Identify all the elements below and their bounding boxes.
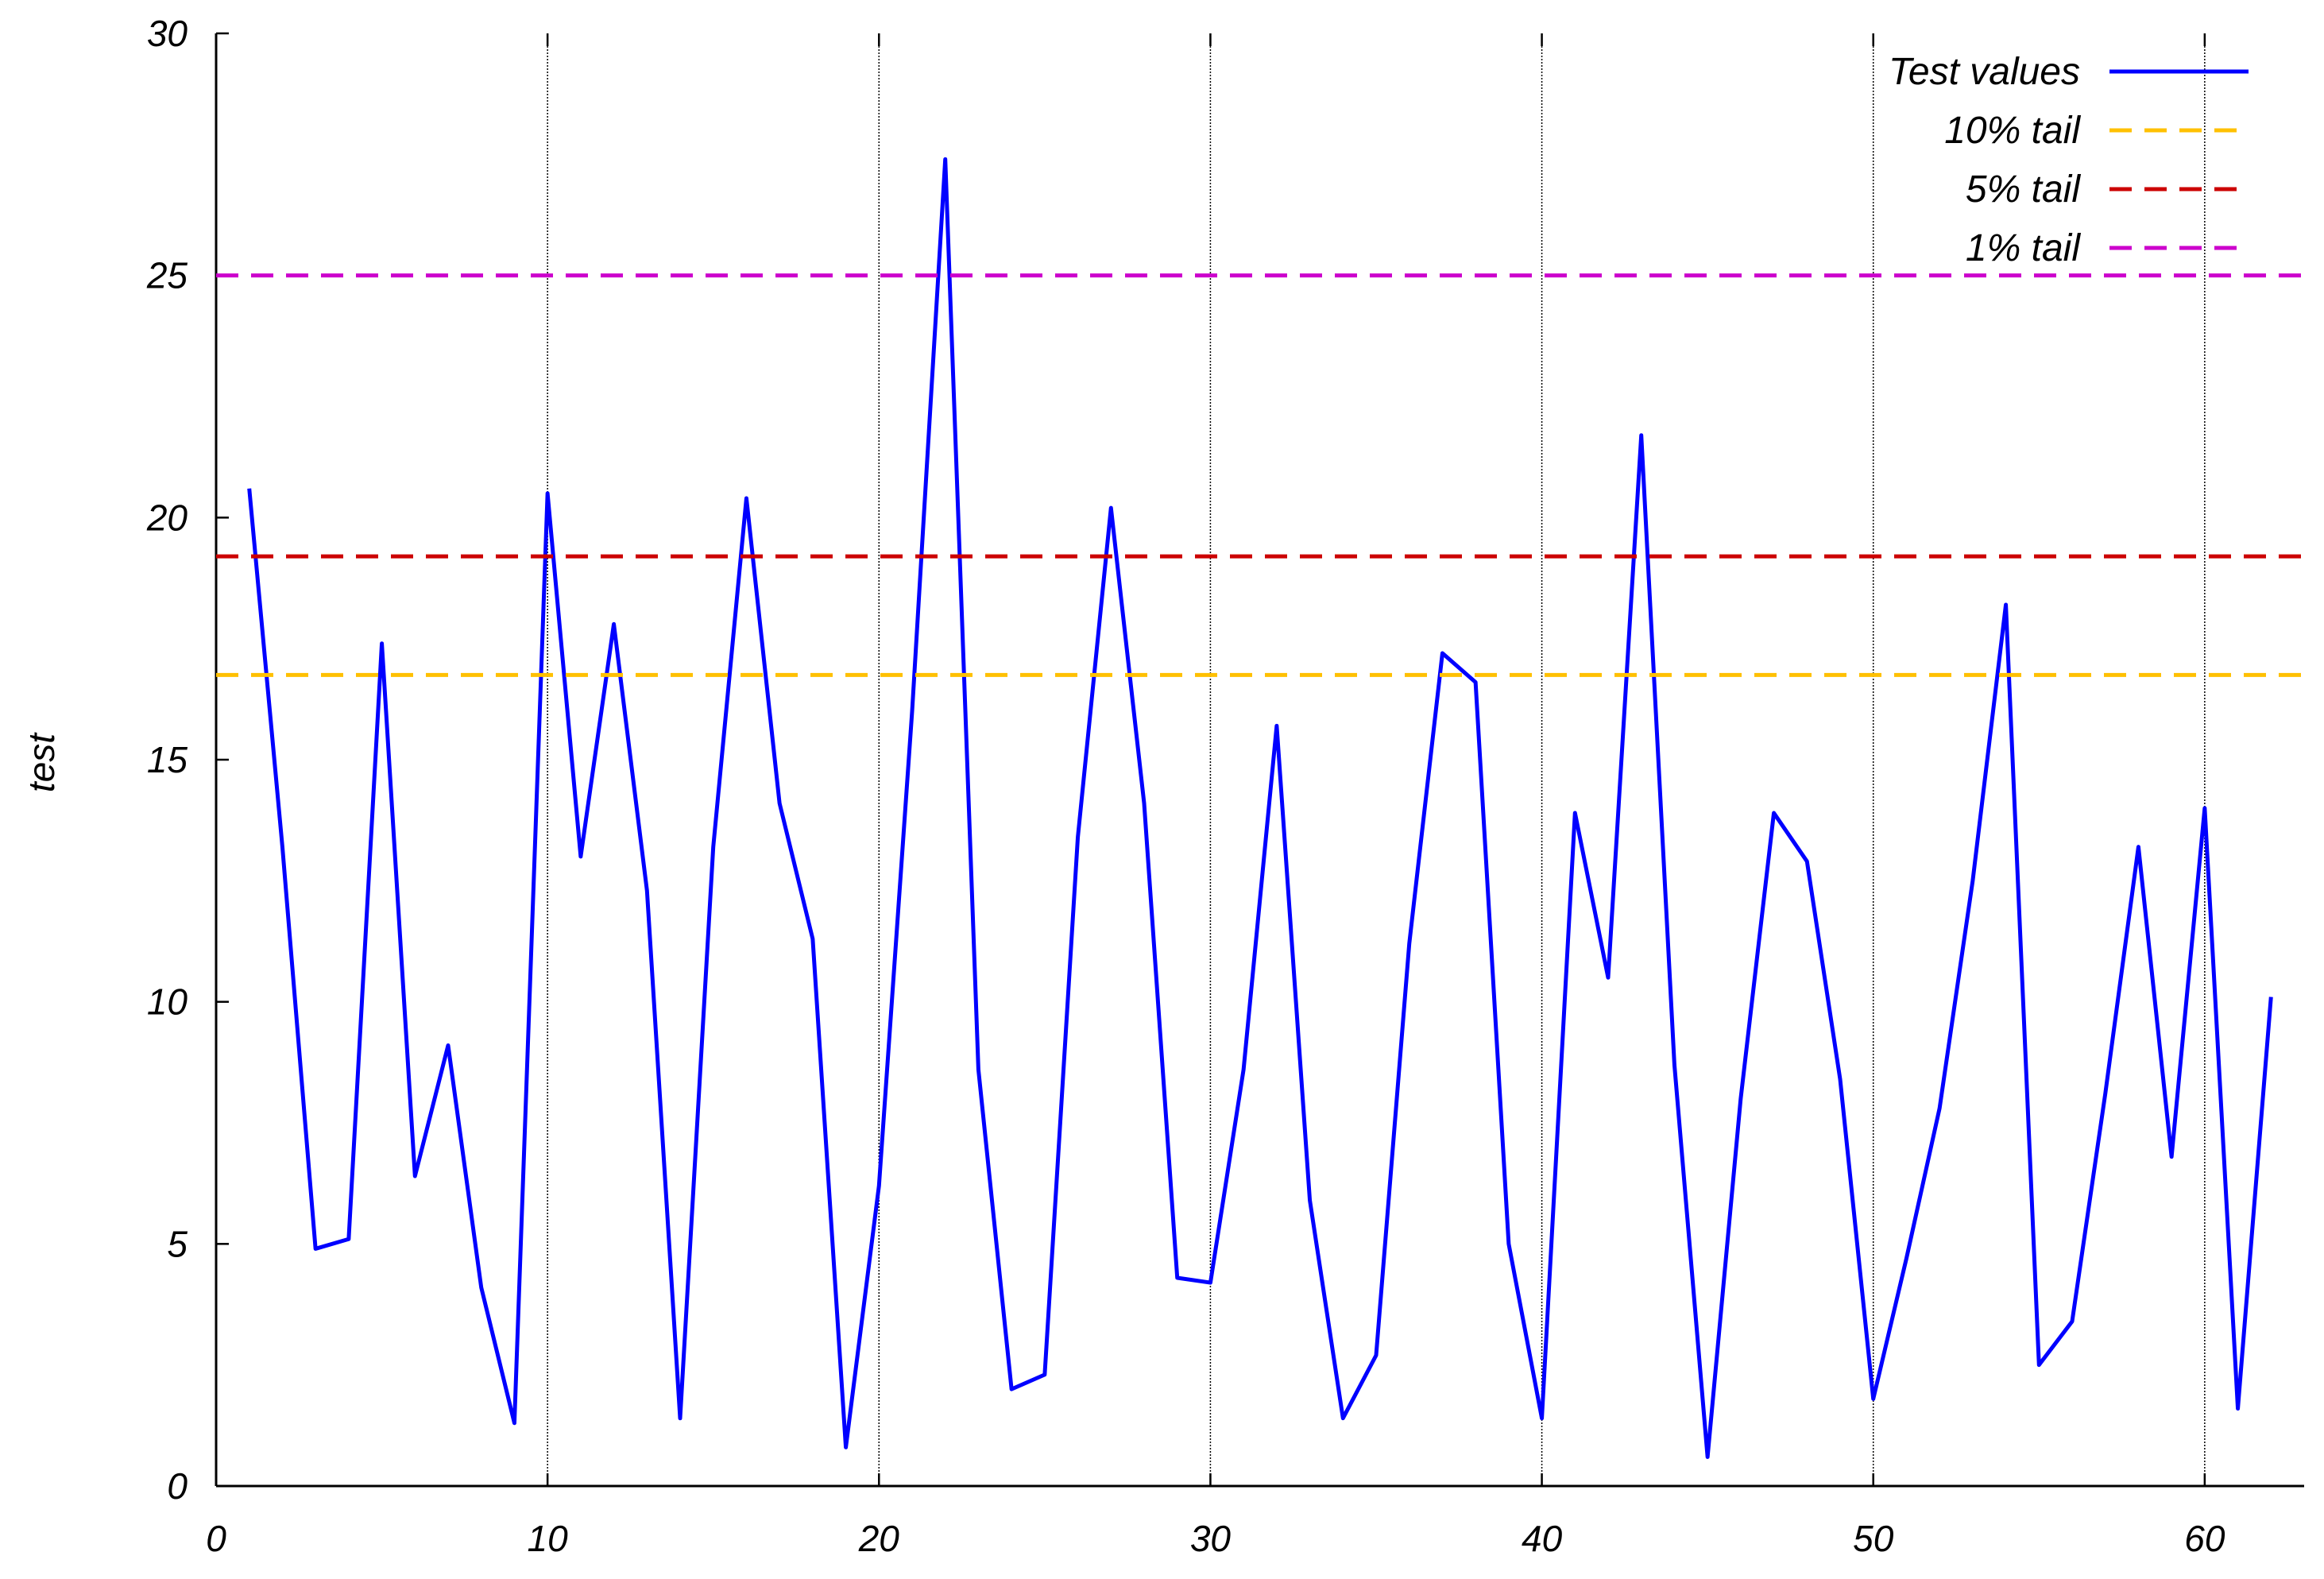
y-tick-label-30: 30 xyxy=(147,13,188,54)
x-tick-label-30: 30 xyxy=(1190,1518,1232,1559)
y-tick-label-20: 20 xyxy=(146,497,188,538)
y-tick-label-5: 5 xyxy=(167,1223,188,1264)
x-tick-label-20: 20 xyxy=(858,1518,900,1559)
y-tick-label-25: 25 xyxy=(146,255,188,296)
x-tick-label-60: 60 xyxy=(2184,1518,2225,1559)
series-test-values-line xyxy=(247,157,2273,1459)
legend-label-2: 5% tail xyxy=(1966,168,2081,211)
legend-label-1: 10% tail xyxy=(1944,110,2081,152)
y-tick-label-0: 0 xyxy=(167,1465,188,1507)
tick-labels: 0 10 20 30 40 50 60 0 5 10 15 20 25 30 xyxy=(146,13,2225,1559)
x-tick-label-0: 0 xyxy=(206,1518,226,1559)
x-tick-label-50: 50 xyxy=(1853,1518,1894,1559)
x-tick-label-40: 40 xyxy=(1522,1518,1563,1559)
legend-label-3: 1% tail xyxy=(1966,227,2081,269)
x-tick-label-10: 10 xyxy=(528,1518,569,1559)
y-axis-label: test xyxy=(21,732,62,792)
y-tick-label-10: 10 xyxy=(147,981,188,1023)
y-tick-label-15: 15 xyxy=(147,739,188,780)
legend-label-0: Test values xyxy=(1889,51,2080,93)
plot-series xyxy=(216,157,2304,1459)
legend: Test values 10% tail 5% tail 1% tail xyxy=(1889,51,2249,269)
grid-lines xyxy=(547,33,2206,1486)
